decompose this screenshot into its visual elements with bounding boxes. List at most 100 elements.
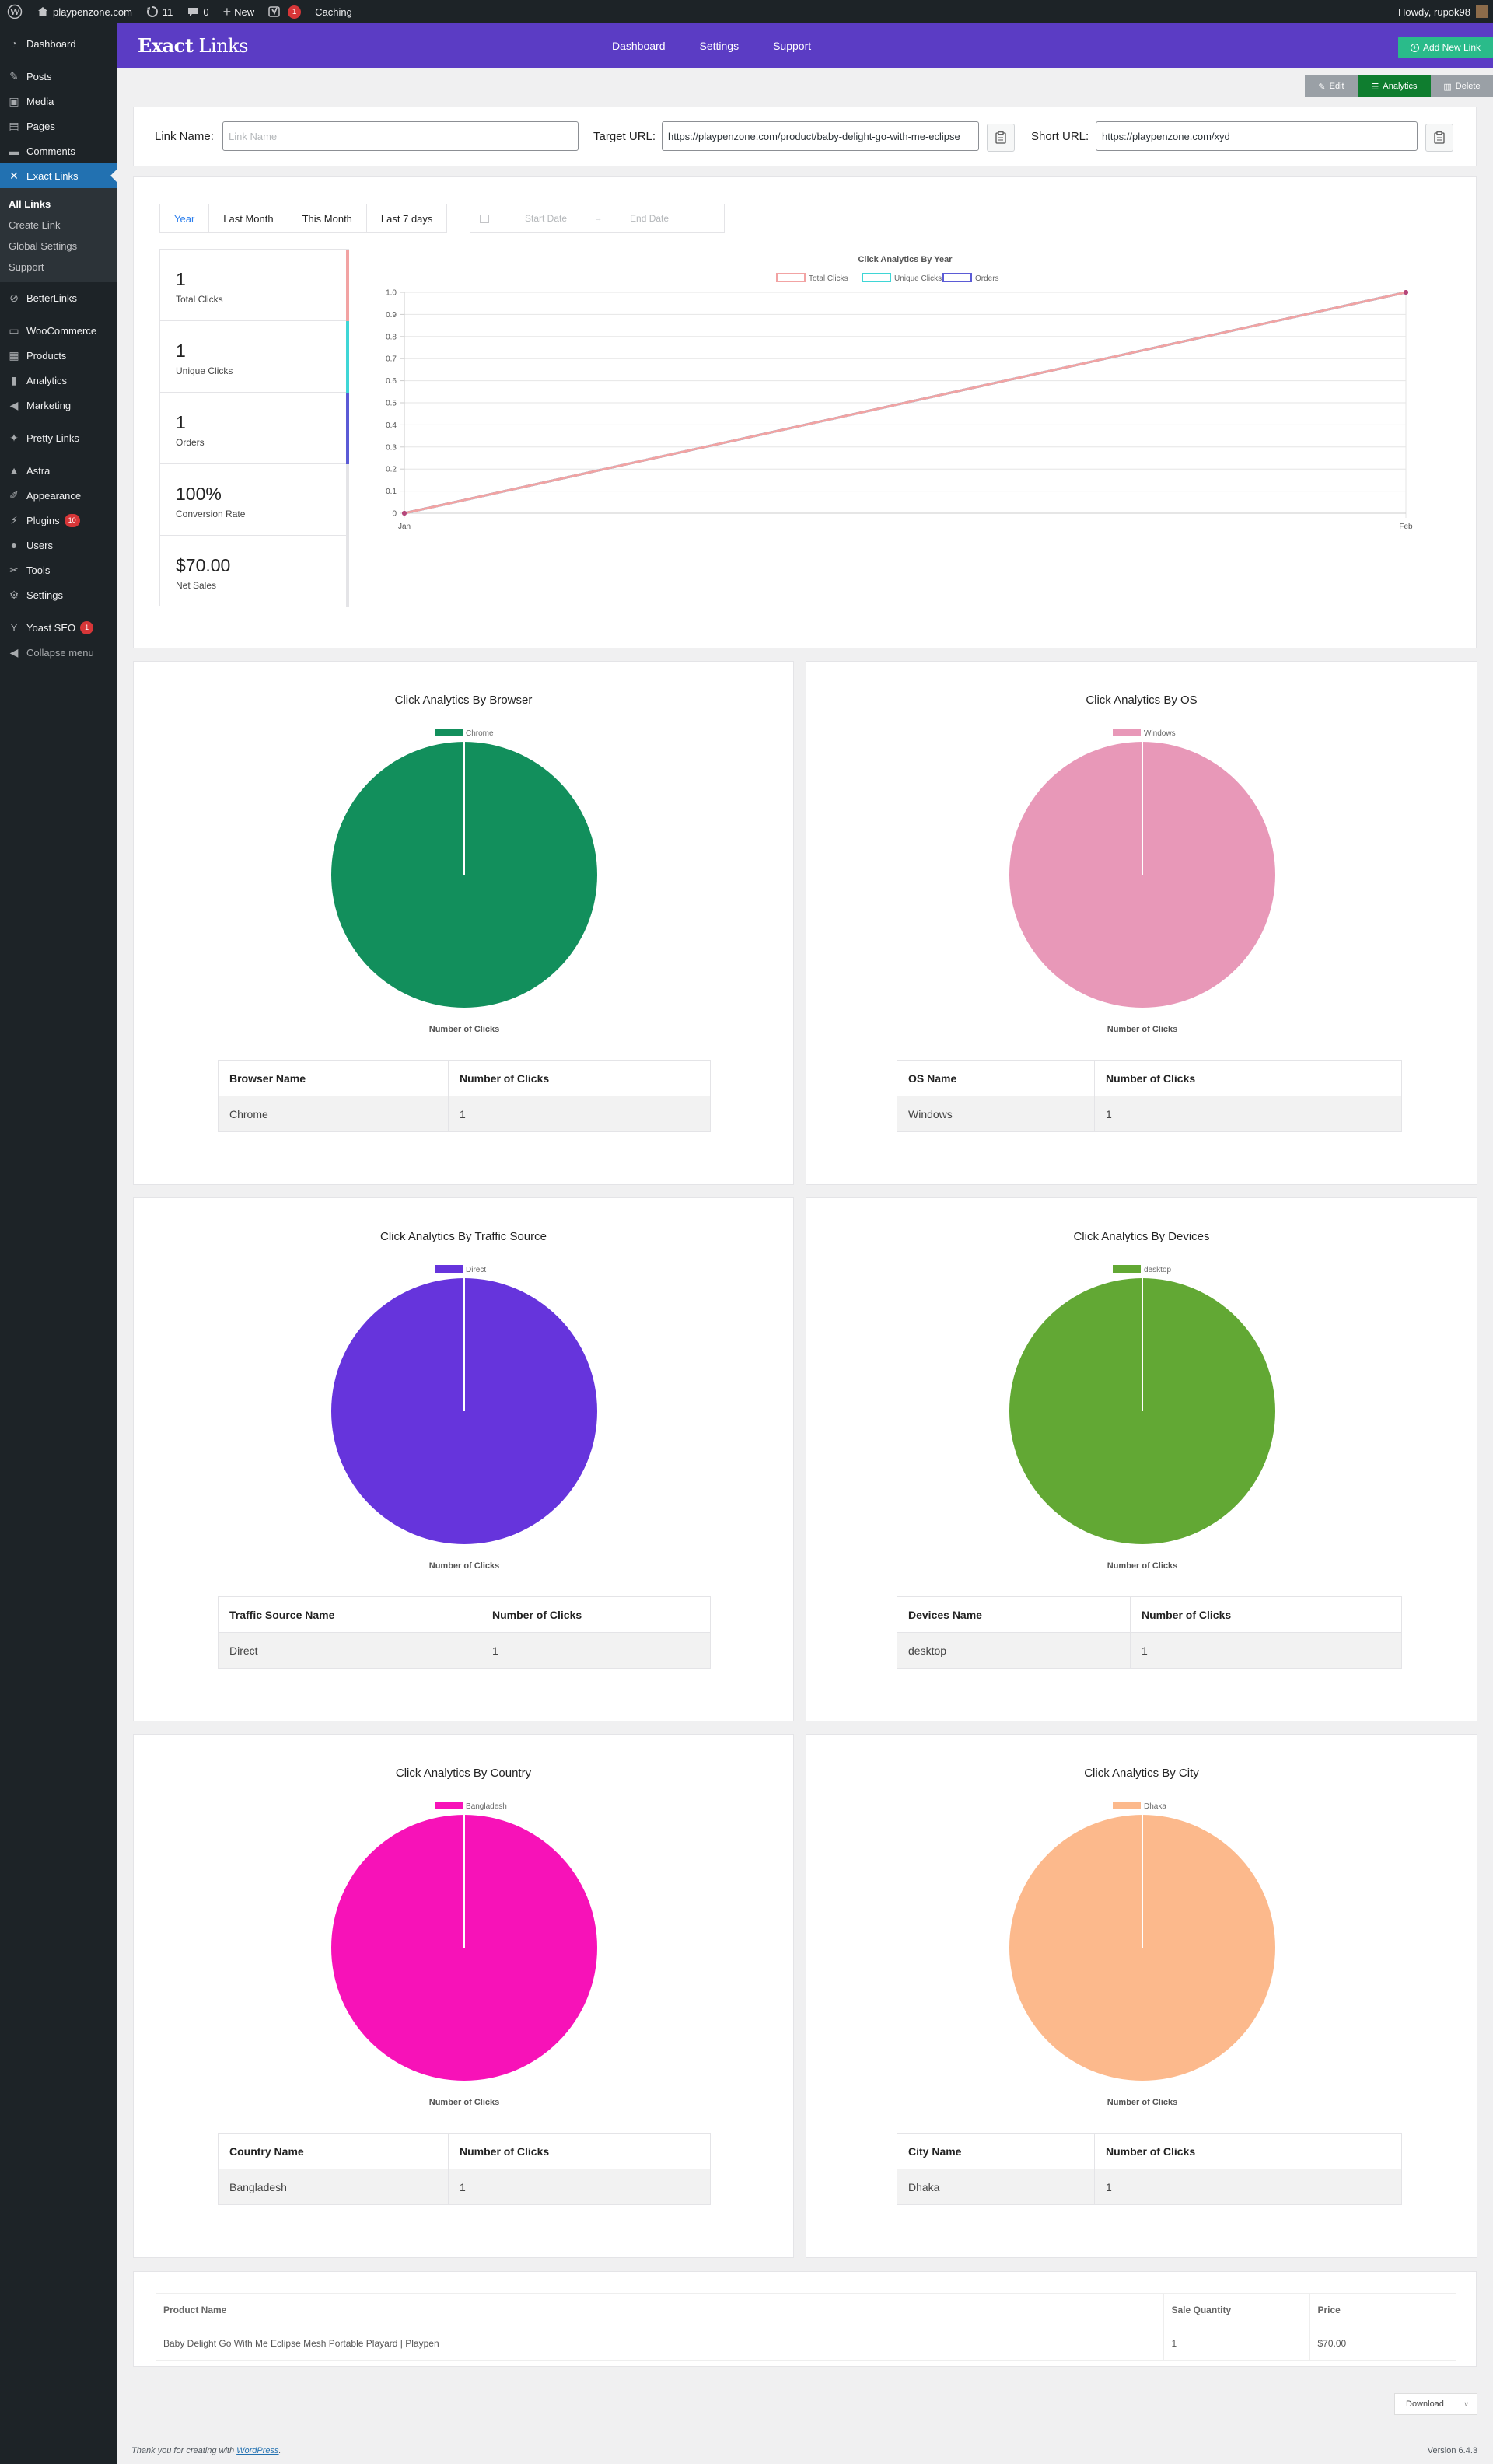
y-tick-label: 0.7 (386, 355, 397, 364)
legend-label[interactable]: Unique Clicks (894, 274, 942, 283)
date-range-picker[interactable]: Start Date → End Date (470, 204, 725, 233)
sidebar-item-products[interactable]: ▦ Products (0, 343, 117, 368)
sidebar-item-media[interactable]: ▣ Media (0, 89, 117, 114)
pie-axis-label: Number of Clicks (429, 1561, 499, 1571)
list-icon: ☰ (1371, 82, 1379, 92)
sidebar-item-plugins[interactable]: ⚡ Plugins 10 (0, 508, 117, 533)
sidebar-item-pretty-links[interactable]: ✦ Pretty Links (0, 425, 117, 450)
short-url-input[interactable]: https://playpenzone.com/xyd (1096, 121, 1418, 151)
updates-count: 11 (162, 5, 173, 18)
account-menu[interactable]: Howdy, rupok98 (1391, 0, 1493, 23)
sidebar-item-pages[interactable]: ▤ Pages (0, 114, 117, 138)
legend-swatch[interactable] (776, 273, 806, 282)
tab-this-month[interactable]: This Month (288, 204, 367, 232)
submenu-create-link[interactable]: Create Link (9, 219, 61, 231)
legend-swatch[interactable] (942, 273, 972, 282)
sidebar-item-tools[interactable]: ✂ Tools (0, 557, 117, 582)
stat-conversion-rate: 100% Conversion Rate (160, 464, 349, 536)
edit-button[interactable]: ✎ Edit (1305, 75, 1358, 97)
sidebar-item-yoast-seo[interactable]: Y Yoast SEO 1 (0, 615, 117, 640)
sale-quantity-cell: 1 (1163, 2326, 1309, 2361)
browser-analytics-card: Click Analytics By Browser Chrome Number o… (133, 661, 794, 1185)
sidebar-item-users[interactable]: ● Users (0, 533, 117, 557)
legend-label[interactable]: Chrome (466, 729, 494, 738)
sidebar-item-analytics[interactable]: ▮ Analytics (0, 368, 117, 393)
edit-label: Edit (1329, 82, 1344, 91)
sidebar-item-exact-links[interactable]: ✕ Exact Links (0, 163, 117, 188)
tab-last-month[interactable]: Last Month (209, 204, 288, 232)
products-icon: ▦ (9, 348, 19, 362)
stat-color-bar (346, 464, 349, 536)
legend-swatch[interactable] (1113, 1265, 1141, 1273)
data-point[interactable] (1404, 290, 1408, 295)
legend-swatch[interactable] (435, 1802, 463, 1809)
plugins-update-badge: 10 (64, 513, 80, 527)
stat-net-sales: $70.00 Net Sales (160, 536, 349, 607)
legend-label[interactable]: Dhaka (1144, 1802, 1166, 1811)
data-point[interactable] (402, 511, 407, 516)
pie-chart: Direct Number of Clicks (331, 1265, 597, 1571)
sidebar-item-label: Posts (26, 70, 52, 82)
users-icon: ● (10, 539, 18, 551)
sidebar-item-comments[interactable]: ▬ Comments (0, 138, 117, 163)
legend-label[interactable]: Direct (466, 1266, 486, 1274)
legend-swatch[interactable] (435, 1265, 463, 1273)
caching-link[interactable]: Caching (308, 0, 359, 23)
sidebar-item-woocommerce[interactable]: ▭ WooCommerce (0, 318, 117, 343)
delete-button[interactable]: ▥ Delete (1431, 75, 1493, 97)
sidebar-item-appearance[interactable]: ✐ Appearance (0, 483, 117, 508)
wordpress-logo[interactable]: W (0, 0, 30, 23)
sidebar-item-betterlinks[interactable]: ⊘ BetterLinks (0, 285, 117, 310)
submenu-support[interactable]: Support (9, 261, 44, 273)
legend-label[interactable]: Total Clicks (809, 274, 848, 283)
copy-target-url-button[interactable] (987, 124, 1015, 152)
sidebar-item-label: WooCommerce (26, 324, 97, 337)
legend-label[interactable]: desktop (1144, 1266, 1171, 1274)
legend-label[interactable]: Orders (975, 274, 999, 283)
updates-link[interactable]: 11 (139, 0, 180, 23)
legend-label[interactable]: Bangladesh (466, 1802, 507, 1811)
site-name-link[interactable]: playpenzone.com (30, 0, 139, 23)
collapse-icon: ◀ (9, 645, 19, 659)
copy-short-url-button[interactable] (1425, 124, 1453, 152)
wordpress-link[interactable]: WordPress (236, 2446, 279, 2455)
footer-thanks: Thank you for creating with WordPress. (131, 2446, 281, 2455)
download-button[interactable]: Download ∨ (1394, 2393, 1477, 2415)
stat-color-bar (346, 536, 349, 607)
exact-links-logo[interactable]: Exact Links (138, 34, 248, 57)
sidebar-item-posts[interactable]: ✎ Posts (0, 64, 117, 89)
tab-last-7-days[interactable]: Last 7 days (380, 212, 433, 225)
new-content-link[interactable]: + New (216, 0, 262, 23)
submenu-global-settings[interactable]: Global Settings (9, 240, 78, 252)
legend-label[interactable]: Windows (1144, 729, 1176, 738)
nav-settings[interactable]: Settings (699, 39, 740, 52)
yoast-adminbar-link[interactable]: 1 (261, 0, 308, 23)
comments-link[interactable]: 0 (180, 0, 215, 23)
analytics-button[interactable]: ☰ Analytics (1358, 75, 1431, 97)
sidebar-item-astra[interactable]: ▲ Astra (0, 458, 117, 483)
table-header-row: City Name Number of Clicks (897, 2133, 1402, 2169)
sidebar-item-marketing[interactable]: ◀ Marketing (0, 393, 117, 418)
clipboard-icon (1434, 131, 1445, 144)
nav-support[interactable]: Support (773, 39, 812, 52)
target-url-input[interactable]: https://playpenzone.com/product/baby-del… (662, 121, 979, 151)
legend-swatch[interactable] (1113, 729, 1141, 736)
yoast-badge: 1 (80, 620, 94, 634)
tab-year[interactable]: Year (160, 204, 210, 232)
sidebar-item-label: Exact Links (26, 170, 79, 182)
stat-orders: 1 Orders (160, 393, 349, 464)
legend-swatch[interactable] (435, 729, 463, 736)
sidebar-item-dashboard[interactable]: ◔ Dashboard (0, 31, 117, 56)
legend-swatch[interactable] (862, 273, 891, 282)
legend-swatch[interactable] (1113, 1802, 1141, 1809)
sidebar-item-collapse-menu[interactable]: ◀ Collapse menu (0, 640, 117, 665)
link-name-input[interactable]: Link Name (222, 121, 579, 151)
nav-dashboard[interactable]: Dashboard (612, 39, 666, 52)
sidebar-item-settings[interactable]: ⚙ Settings (0, 582, 117, 607)
add-new-link-button[interactable]: + Add New Link (1398, 37, 1493, 58)
end-date-input[interactable]: End Date (630, 213, 670, 224)
clicks-cell: 1 (448, 2169, 711, 2205)
products-header-row: Product Name Sale Quantity Price (156, 2293, 1456, 2326)
submenu-all-links[interactable]: All Links (9, 198, 51, 210)
start-date-input[interactable]: Start Date (525, 213, 568, 224)
